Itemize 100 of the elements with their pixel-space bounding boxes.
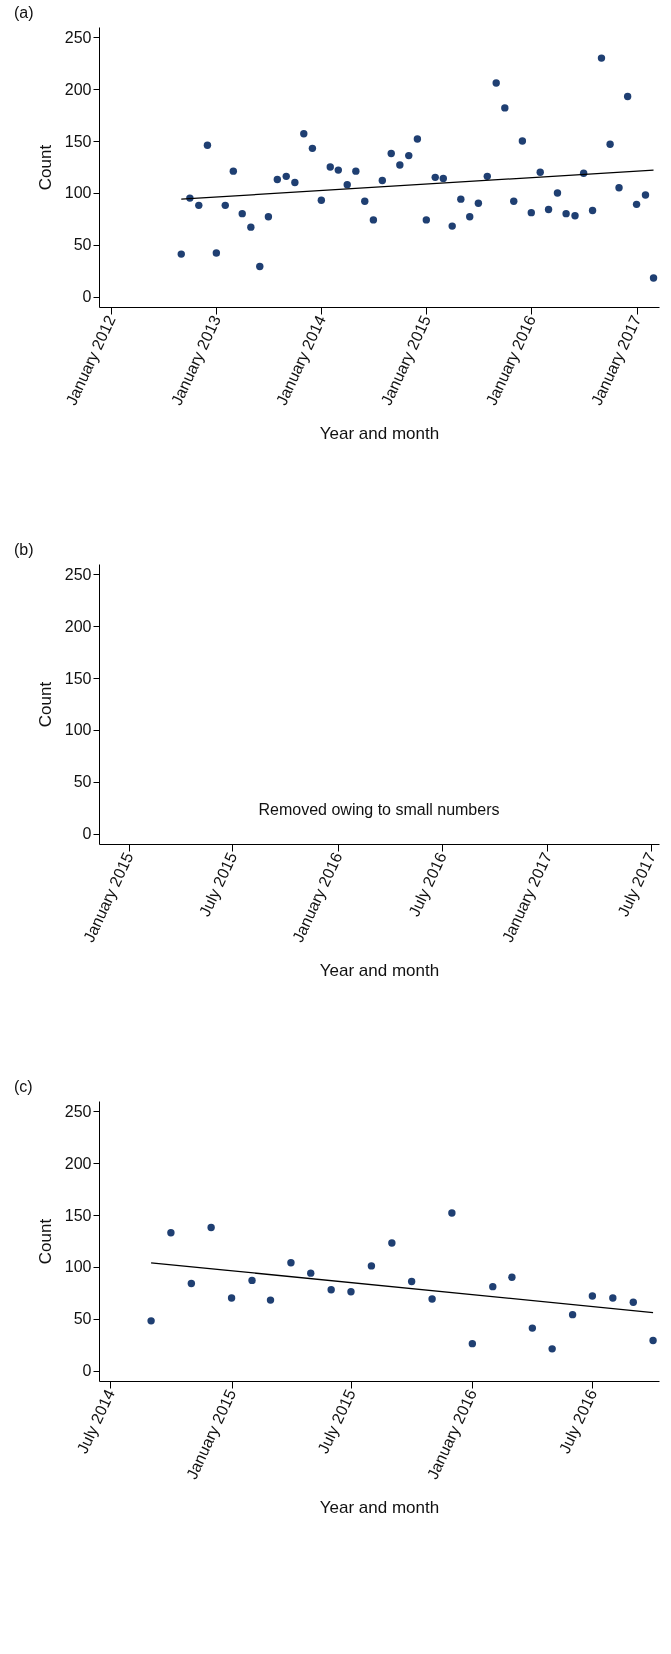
annotation: Removed owing to small numbers [258,801,500,819]
point [623,92,632,101]
point [649,1336,657,1345]
point [510,197,518,205]
point [207,1223,215,1232]
point [632,200,641,209]
point [195,201,203,210]
point [571,212,579,220]
y-tick-label: 0 [82,1362,92,1380]
point [518,137,527,145]
point [352,167,360,175]
point [649,274,658,282]
point [369,216,378,224]
x-tick-label: July 2016 [555,1386,601,1456]
point [238,209,246,218]
y-tick-label: 250 [64,28,92,46]
point [273,175,282,184]
point [361,197,369,205]
point [588,1292,597,1300]
point [489,1282,497,1291]
point [568,1310,577,1319]
point [413,135,422,143]
point [641,191,650,199]
y-axis-title: Count [35,681,55,728]
x-tick-label: July 2016 [405,849,450,919]
point [212,249,221,257]
point [308,144,317,153]
y-tick-label: 200 [64,80,92,98]
point [167,1229,175,1237]
point [615,184,623,192]
y-tick-label: 150 [64,1206,92,1224]
point [448,1209,456,1217]
point [448,222,456,230]
point [439,174,447,183]
point [588,206,597,215]
point [431,173,439,182]
point [343,180,351,189]
point [203,141,212,149]
y-tick-label: 50 [73,236,92,254]
point [457,195,465,203]
x-tick-label: July 2014 [73,1386,118,1456]
y-tick-label: 100 [64,184,92,202]
x-axis-title: Year and month [319,960,440,980]
y-tick-label: 250 [64,1102,92,1120]
x-axis-title: Year and month [319,423,440,443]
x-axis-title: Year and month [319,1497,440,1517]
point [227,1294,236,1302]
point [483,172,491,181]
point [287,1259,295,1267]
point [300,130,308,138]
point [326,163,334,171]
y-tick-label: 150 [64,669,92,687]
y-tick-label: 50 [73,773,92,791]
y-axis-title: Count [35,144,55,191]
point [378,176,387,185]
point [291,178,299,187]
chart-title: (b) [14,541,34,558]
point [367,1262,376,1270]
point [334,166,343,174]
point [256,262,264,271]
point [562,209,570,218]
point [407,1277,416,1286]
point [474,199,483,207]
point [548,1345,556,1353]
point [177,250,185,258]
point [629,1298,637,1306]
x-tick-label: July 2015 [195,849,241,919]
point [187,1279,196,1288]
y-tick-label: 100 [64,721,92,739]
point [597,54,606,62]
point [347,1288,355,1296]
point [282,172,290,181]
y-tick-label: 200 [64,617,92,635]
point [468,1339,477,1348]
point [501,104,509,112]
point [609,1294,617,1302]
y-tick-label: 0 [82,288,92,306]
point [528,1324,537,1332]
point [266,1296,275,1304]
point [247,223,255,231]
point [307,1269,315,1277]
point [527,208,535,217]
chart-title: (c) [14,1078,33,1095]
point [387,149,395,158]
x-tick-label: July 2017 [614,849,659,919]
point [264,213,273,221]
point [388,1239,396,1247]
y-tick-label: 0 [82,825,92,843]
point [606,140,614,148]
point [508,1273,516,1281]
point [229,167,238,175]
y-tick-label: 100 [64,1258,92,1276]
chart-title: (a) [14,4,34,21]
point [553,189,562,197]
point [492,79,500,87]
y-tick-label: 250 [64,565,92,583]
point [544,205,553,214]
point [396,161,404,169]
point [317,196,326,204]
y-tick-label: 200 [64,1154,92,1172]
